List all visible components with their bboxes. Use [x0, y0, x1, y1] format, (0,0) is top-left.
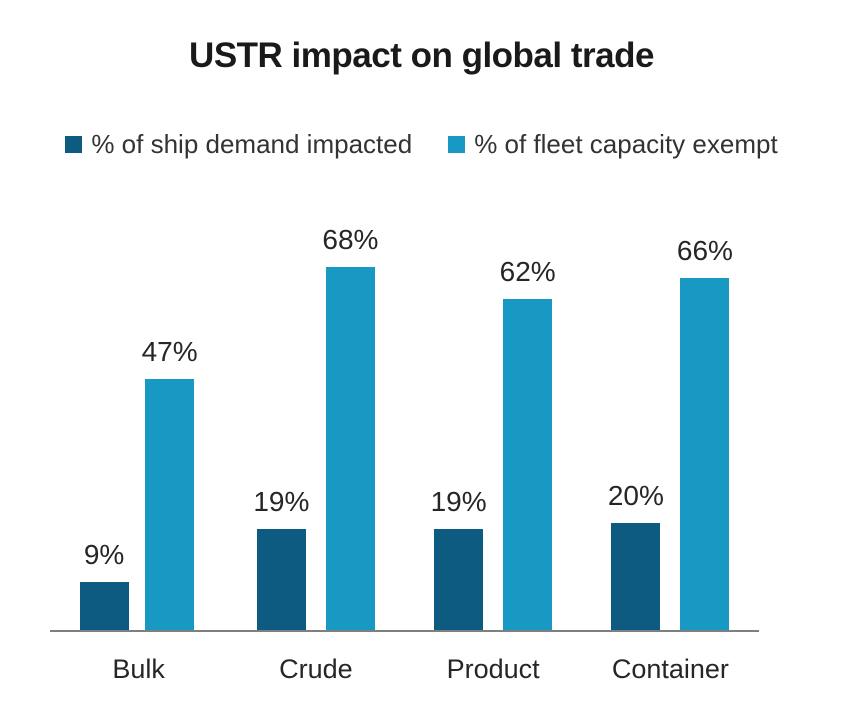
- bar-container-series-1: [680, 278, 730, 630]
- category-axis-labels: Bulk Crude Product Container: [50, 654, 759, 685]
- bar-cell-container-series-1: 66%: [677, 235, 733, 630]
- bar-bulk-series-0: [79, 582, 129, 630]
- category-label-bulk: Bulk: [112, 654, 165, 684]
- bar-cell-crude-series-1: 68%: [322, 224, 378, 630]
- value-label-bulk-series-1: 47%: [141, 336, 198, 367]
- bar-crude-series-0: [256, 529, 306, 630]
- bar-group-crude: 19% 68%: [227, 224, 404, 630]
- value-label-product-series-1: 62%: [499, 256, 556, 287]
- value-label-container-series-0: 20%: [607, 480, 664, 511]
- bar-cell-product-series-0: 19%: [431, 486, 487, 630]
- bar-product-series-0: [434, 529, 484, 630]
- bar-product-series-1: [503, 299, 553, 630]
- category-label-container: Container: [611, 654, 729, 684]
- bar-cell-container-series-0: 20%: [608, 480, 664, 630]
- bar-bulk-series-1: [145, 379, 195, 630]
- bar-group-container: 20% 66%: [582, 235, 759, 630]
- value-label-bulk-series-0: 9%: [83, 539, 125, 570]
- legend-swatch-icon: [448, 136, 466, 153]
- category-label-crude: Crude: [279, 654, 353, 684]
- legend-label: % of fleet capacity exempt: [474, 129, 778, 159]
- category-label-product: Product: [446, 654, 540, 684]
- value-label-crude-series-0: 19%: [253, 486, 310, 517]
- legend-item-0: % of ship demand impacted: [65, 129, 412, 160]
- x-axis-line: [50, 630, 759, 632]
- legend: % of ship demand impacted % of fleet capa…: [0, 129, 843, 160]
- bar-cell-crude-series-0: 19%: [253, 486, 309, 630]
- bar-crude-series-1: [325, 267, 375, 630]
- bar-container-series-0: [611, 523, 661, 630]
- bar-group-bulk: 9% 47%: [50, 336, 227, 630]
- bar-groups: 9% 47% 19% 68% 19% 62% 20% 66%: [50, 178, 759, 630]
- plot-area: 9% 47% 19% 68% 19% 62% 20% 66%: [50, 180, 759, 632]
- bar-cell-bulk-series-1: 47%: [142, 336, 198, 630]
- value-label-container-series-1: 66%: [676, 235, 733, 266]
- bar-cell-product-series-1: 62%: [500, 256, 556, 630]
- bar-group-product: 19% 62%: [405, 256, 582, 630]
- value-label-crude-series-1: 68%: [322, 224, 379, 255]
- value-label-product-series-0: 19%: [430, 486, 487, 517]
- chart-title: USTR impact on global trade: [189, 36, 654, 75]
- legend-swatch-icon: [65, 136, 83, 153]
- legend-label: % of ship demand impacted: [91, 129, 413, 159]
- bar-cell-bulk-series-0: 9%: [79, 539, 129, 630]
- legend-item-1: % of fleet capacity exempt: [448, 129, 778, 160]
